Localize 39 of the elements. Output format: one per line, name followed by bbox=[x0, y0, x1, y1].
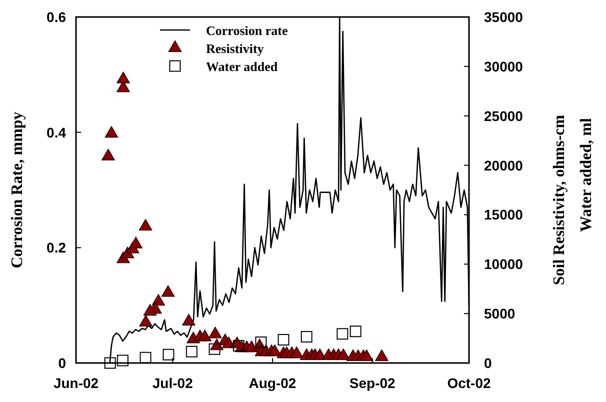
point bbox=[129, 236, 143, 248]
point bbox=[290, 346, 304, 358]
point bbox=[336, 348, 350, 360]
point bbox=[139, 314, 152, 326]
y2-tick-label: 10000 bbox=[484, 256, 524, 272]
x-tick-label: Jun-02 bbox=[53, 375, 99, 391]
y2-tick-label: 20000 bbox=[484, 157, 524, 174]
legend-label: Resistivity bbox=[206, 41, 264, 56]
point bbox=[182, 314, 196, 326]
text: Water added, ml bbox=[578, 117, 595, 232]
point bbox=[116, 72, 130, 84]
y2-tick-label: 0 bbox=[484, 355, 492, 371]
x-tick-label: Oct-02 bbox=[447, 375, 491, 391]
point bbox=[198, 330, 212, 342]
legend-label: Corrosion rate bbox=[206, 23, 288, 38]
y-tick-label: 0.4 bbox=[46, 124, 66, 140]
point bbox=[360, 349, 374, 362]
point bbox=[161, 285, 175, 297]
y-tick-label: 0.2 bbox=[46, 240, 66, 256]
point bbox=[268, 344, 282, 356]
point bbox=[375, 349, 388, 362]
point bbox=[208, 326, 222, 338]
point bbox=[138, 218, 152, 231]
y2-tick-label: 30000 bbox=[484, 58, 524, 74]
y2-tick-label: 5000 bbox=[484, 306, 516, 322]
point bbox=[104, 126, 118, 138]
legend-label: Water added bbox=[206, 59, 278, 74]
x-tick-label: Jul-02 bbox=[152, 375, 194, 391]
y-tick-label: 0 bbox=[58, 355, 66, 371]
x-tick-label: Sep-02 bbox=[349, 375, 396, 391]
x-tick-label: Aug-02 bbox=[248, 375, 296, 391]
y2-axis-title: Soil Resistivity, ohms-cm bbox=[551, 114, 568, 286]
y2-tick-label: 25000 bbox=[484, 108, 524, 124]
y-tick-label: 0.6 bbox=[46, 9, 66, 25]
point bbox=[143, 304, 157, 316]
y-axis-title: Corrosion Rate, mmpy bbox=[9, 112, 26, 268]
point bbox=[102, 148, 115, 160]
y2-tick-label: 35000 bbox=[484, 9, 524, 25]
y2-tick-label: 15000 bbox=[484, 206, 524, 223]
